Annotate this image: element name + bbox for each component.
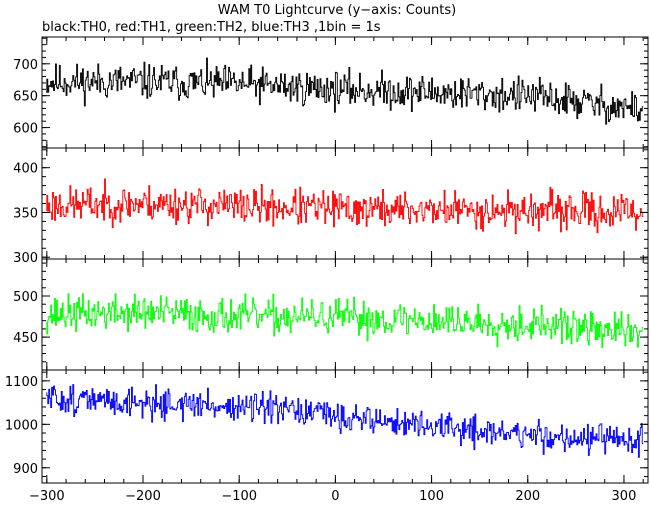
xtick-label: −100 xyxy=(221,489,257,504)
xtick-label: −200 xyxy=(125,489,161,504)
ytick-label: 700 xyxy=(13,58,38,73)
series-th2-line xyxy=(46,293,644,348)
xtick-label: −300 xyxy=(29,489,65,504)
xtick-label: 100 xyxy=(419,489,444,504)
panel-frame xyxy=(41,369,649,484)
ytick-label: 650 xyxy=(13,90,38,105)
series-th0-line xyxy=(46,57,644,125)
panel-th2: 450 500 xyxy=(13,258,649,371)
xtick-label: 200 xyxy=(515,489,540,504)
ytick-label: 450 xyxy=(13,331,38,346)
ytick-label: 500 xyxy=(13,290,38,305)
chart-subtitle: black:TH0, red:TH1, green:TH2, blue:TH3 … xyxy=(42,20,381,35)
series-th1-line xyxy=(46,178,644,235)
chart-title: WAM T0 Lightcurve (y−axis: Counts) xyxy=(218,3,456,18)
ytick-label: 300 xyxy=(13,251,38,266)
x-axis: −300 −200 −100 0 100 200 300 xyxy=(29,489,636,504)
ytick-label: 350 xyxy=(13,206,38,221)
panels: 600 650 700 300 350 400 450 500 900 1000 1100 xyxy=(5,36,649,484)
panel-th3: 900 1000 1100 xyxy=(5,369,649,484)
series-th3-line xyxy=(46,384,644,458)
panel-th1: 300 350 400 xyxy=(13,147,649,266)
ytick-label: 1100 xyxy=(5,375,38,390)
panel-th0: 600 650 700 xyxy=(13,36,649,149)
xtick-label: 0 xyxy=(331,489,339,504)
ytick-label: 400 xyxy=(13,162,38,177)
ytick-label: 600 xyxy=(13,122,38,137)
xtick-label: 300 xyxy=(612,489,637,504)
ytick-label: 1000 xyxy=(5,418,38,433)
panel-frame xyxy=(41,36,649,149)
ytick-label: 900 xyxy=(13,462,38,477)
